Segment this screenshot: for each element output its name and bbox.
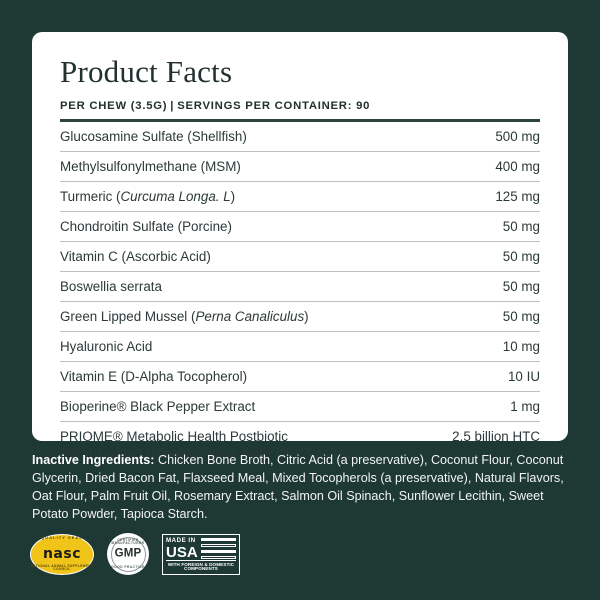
flag-stripes-icon	[200, 537, 236, 560]
table-row: Glucosamine Sulfate (Shellfish) 500 mg	[60, 122, 540, 152]
made-in-usa-icon: MADE IN USA WITH FOREIGN & DOMESTIC COMP…	[162, 533, 240, 575]
inactive-ingredients: Inactive Ingredients: Chicken Bone Broth…	[32, 452, 572, 524]
serving-separator: |	[170, 99, 175, 112]
gmp-top-text: CERTIFIED MANUFACTURER	[111, 538, 145, 546]
ingredient-amount: 50 mg	[502, 218, 540, 234]
ingredient-latin-name: Perna Canaliculus	[195, 308, 305, 324]
ingredient-amount: 10 IU	[507, 368, 540, 384]
inactive-ingredients-text: Chicken Bone Broth, Citric Acid (a prese…	[32, 453, 564, 521]
ingredient-name: Bioperine® Black Pepper Extract	[60, 398, 256, 414]
table-row: Methylsulfonylmethane (MSM) 400 mg	[60, 152, 540, 182]
nasc-wordmark: nasc	[30, 547, 94, 561]
made-in-usa-footnote: WITH FOREIGN & DOMESTIC COMPONENTS	[166, 559, 236, 572]
ingredient-amount: 10 mg	[502, 338, 540, 354]
table-row: Boswellia serrata 50 mg	[60, 272, 540, 302]
ingredient-name: Green Lipped Mussel (Perna Canaliculus)	[60, 308, 309, 324]
ingredient-name: Vitamin E (D-Alpha Tocopherol)	[60, 368, 248, 384]
table-row: Turmeric (Curcuma Longa. L) 125 mg	[60, 182, 540, 212]
ingredient-latin-name: Bifidobacterium lactis	[145, 446, 273, 462]
ingredient-amount: 50 mg	[502, 308, 540, 324]
ingredient-name: Boswellia serrata	[60, 278, 162, 294]
ingredient-amount: 400 mg	[495, 158, 540, 174]
gmp-word-text: GMP	[114, 547, 142, 560]
table-row: Bioperine® Black Pepper Extract 1 mg	[60, 392, 540, 422]
ingredient-name: Glucosamine Sulfate (Shellfish)	[60, 128, 247, 144]
ingredient-amount: 500 mg	[495, 128, 540, 144]
ingredient-name: Methylsulfonylmethane (MSM)	[60, 158, 241, 174]
made-in-usa-words: MADE IN USA	[166, 536, 198, 561]
flag-stripe	[200, 555, 236, 560]
serving-info: PER CHEW (3.5G) | SERVINGS PER CONTAINER: …	[60, 100, 540, 112]
ingredient-amount: 50 mg	[502, 248, 540, 264]
table-row: PRIOME® Metabolic Health Postbiotic (Heat…	[60, 422, 540, 469]
nasc-seal-icon: QUALITY SEAL nasc NATIONAL ANIMAL SUPPLE…	[30, 533, 94, 575]
nasc-oval-shape	[30, 533, 94, 575]
made-in-usa-top: MADE IN USA	[166, 536, 236, 561]
usa-label: USA	[166, 543, 198, 561]
flag-stripe	[200, 549, 236, 554]
table-row: Green Lipped Mussel (Perna Canaliculus) 5…	[60, 302, 540, 332]
table-row: Vitamin C (Ascorbic Acid) 50 mg	[60, 242, 540, 272]
page-title: Product Facts	[60, 54, 233, 89]
ingredient-name: Vitamin C (Ascorbic Acid)	[60, 248, 211, 264]
gmp-inner-ring	[110, 536, 146, 572]
ingredient-amount: 125 mg	[495, 188, 540, 204]
facts-card: Product Facts PER CHEW (3.5G) | SERVINGS P…	[32, 32, 568, 461]
ingredient-name: Chondroitin Sulfate (Porcine)	[60, 218, 232, 234]
servings-per-container: SERVINGS PER CONTAINER: 90	[177, 99, 371, 112]
certification-badges: QUALITY SEAL nasc NATIONAL ANIMAL SUPPLE…	[30, 533, 240, 575]
ingredient-amount: 1 mg	[510, 398, 540, 414]
table-row: Vitamin E (D-Alpha Tocopherol) 10 IU	[60, 362, 540, 392]
ingredient-table: Glucosamine Sulfate (Shellfish) 500 mg Met…	[60, 122, 540, 469]
gmp-bottom-text: GOOD PRACTICE	[111, 564, 145, 569]
nasc-bottom-text: NATIONAL ANIMAL SUPPLEMENT COUNCIL	[30, 563, 94, 572]
serving-size: PER CHEW (3.5G)	[60, 99, 168, 112]
ingredient-amount: 50 mg	[502, 278, 540, 294]
ingredient-name: Turmeric (Curcuma Longa. L)	[60, 188, 236, 204]
inactive-ingredients-label: Inactive Ingredients:	[32, 453, 155, 467]
gmp-seal-icon: CERTIFIED MANUFACTURER GMP GOOD PRACTICE	[107, 533, 149, 575]
table-row: Hyaluronic Acid 10 mg	[60, 332, 540, 362]
made-in-label: MADE IN	[166, 536, 196, 544]
ingredient-name: PRIOME® Metabolic Health Postbiotic (Heat…	[60, 428, 351, 462]
table-row: Chondroitin Sulfate (Porcine) 50 mg	[60, 212, 540, 242]
nasc-word-text: nasc	[42, 546, 82, 562]
flag-stripe	[200, 543, 236, 548]
ingredient-amount: 2.5 billion HTC	[452, 428, 540, 444]
ingredient-name: Hyaluronic Acid	[60, 338, 153, 354]
flag-stripe	[200, 537, 236, 542]
ingredient-latin-name: Curcuma Longa. L	[120, 188, 231, 204]
nasc-top-text: QUALITY SEAL	[41, 535, 83, 540]
header-rule	[60, 118, 540, 122]
